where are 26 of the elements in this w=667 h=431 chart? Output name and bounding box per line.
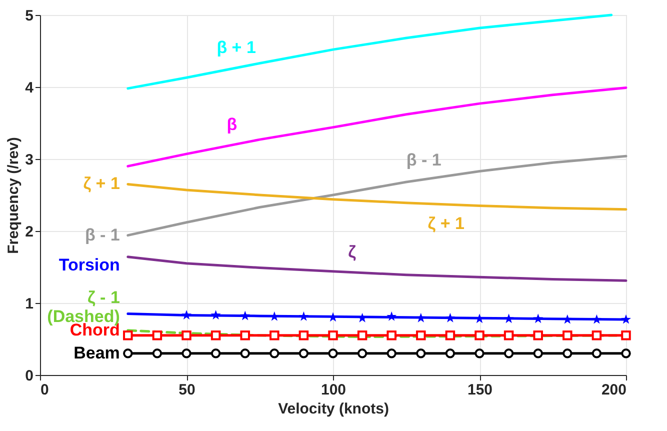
annotation: ζ + 1 <box>428 214 464 233</box>
x-axis-title: Velocity (knots) <box>278 400 389 418</box>
y-tick-label: 0 <box>25 368 34 384</box>
annotation: β <box>226 115 238 134</box>
annotation: β - 1 <box>406 150 442 170</box>
line-series <box>126 182 628 211</box>
x-tick-label: 200 <box>601 382 626 398</box>
series-label: β - 1 <box>84 225 120 244</box>
y-axis-title: Frequency (/rev) <box>5 137 22 254</box>
y-tick-label: 1 <box>25 296 34 312</box>
line-series <box>126 14 613 90</box>
annotation: β + 1 <box>216 38 256 57</box>
series-label: ζ + 1 <box>83 174 120 194</box>
y-tick-label: 4 <box>25 80 34 96</box>
x-tick-label: 100 <box>320 382 346 398</box>
x-tick-label: 150 <box>467 382 493 398</box>
annotation: ζ <box>348 242 356 262</box>
x-tick-label: 0 <box>40 382 49 398</box>
series-label: Beam <box>74 343 120 362</box>
y-tick-label: 5 <box>25 8 34 24</box>
line-series <box>126 154 628 237</box>
y-tick-label: 2 <box>25 224 34 240</box>
y-tick-label: 3 <box>25 152 34 168</box>
text: Torsion <box>58 255 120 274</box>
x-tick-label: 50 <box>178 382 196 398</box>
line-series <box>126 86 628 168</box>
